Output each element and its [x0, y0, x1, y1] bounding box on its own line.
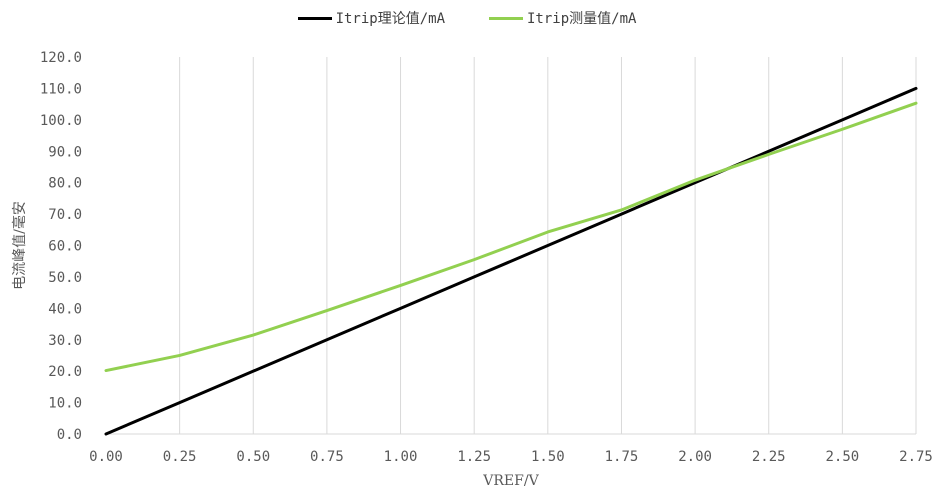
x-tick-label: 1.25 [457, 449, 491, 465]
y-tick-label: 0.0 [57, 427, 82, 443]
x-tick-label: 0.25 [163, 449, 197, 465]
y-tick-label: 60.0 [48, 239, 82, 255]
y-tick-label: 20.0 [48, 364, 82, 380]
axes: 0.00 0.25 0.50 0.75 1.00 1.25 1.50 1.75 2.00 2.25… [40, 50, 933, 465]
gridlines [179, 57, 917, 434]
y-tick-label: 120.0 [40, 50, 82, 66]
y-tick-label: 30.0 [48, 333, 82, 349]
series-line-theoretical [104, 86, 918, 436]
x-axis-title: VREF/V [482, 473, 539, 489]
legend-item-measured: Itrip测量值/mA [489, 8, 636, 28]
x-tick-label: 1.00 [384, 449, 418, 465]
legend-swatch-theoretical [297, 16, 332, 20]
y-tick-label: 110.0 [40, 81, 82, 97]
x-tick-label: 2.00 [678, 449, 712, 465]
legend-label-theoretical: Itrip理论值/mA [335, 11, 445, 27]
series-line-measured [104, 101, 918, 373]
y-tick-label: 90.0 [48, 144, 82, 160]
y-tick-label: 40.0 [48, 301, 82, 317]
x-tick-label: 0.75 [310, 449, 344, 465]
x-tick-label: 2.75 [899, 449, 933, 465]
y-tick-label: 70.0 [48, 207, 82, 223]
y-tick-label: 100.0 [40, 113, 82, 129]
x-tick-label: 1.75 [605, 449, 639, 465]
x-tick-label: 2.50 [826, 449, 860, 465]
legend: Itrip理论值/mA Itrip测量值/mA [0, 8, 934, 28]
y-tick-label: 80.0 [48, 176, 82, 192]
y-axis-title: 电流峰值/毫安 [11, 201, 28, 290]
legend-label-measured: Itrip测量值/mA [527, 11, 637, 27]
x-tick-label: 2.25 [752, 449, 786, 465]
x-tick-label: 1.50 [531, 449, 565, 465]
legend-swatch-measured [489, 16, 523, 20]
series-lines [104, 86, 918, 436]
x-tick-label: 0.00 [89, 449, 123, 465]
y-tick-label: 50.0 [48, 270, 82, 286]
legend-item-theoretical: Itrip理论值/mA [297, 8, 445, 28]
y-tick-label: 10.0 [48, 396, 82, 412]
x-tick-label: 0.50 [236, 449, 270, 465]
